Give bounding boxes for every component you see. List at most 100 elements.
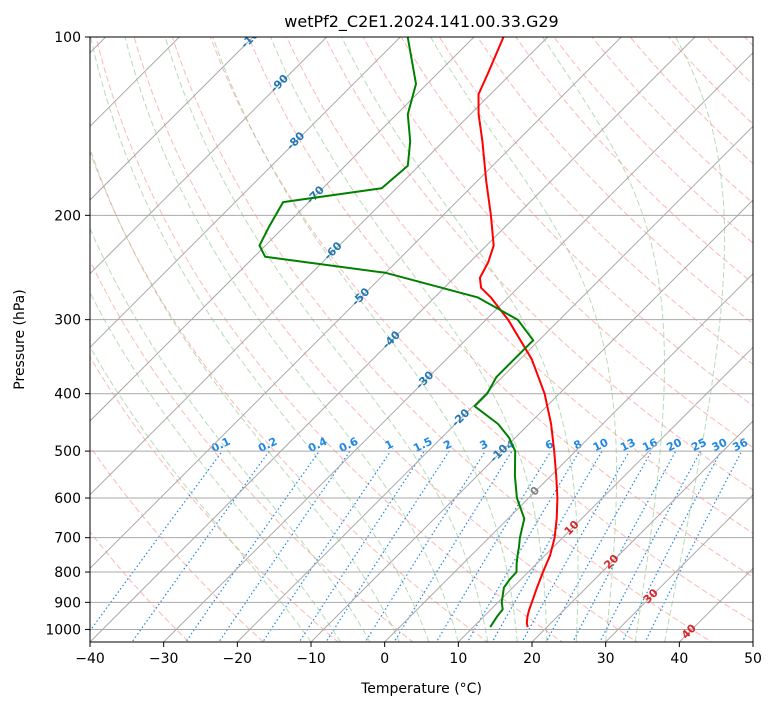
y-tick-label: 600 — [54, 491, 81, 507]
dry-adiabat — [95, 37, 564, 642]
dry-adiabat — [248, 37, 753, 578]
dry-adiabats — [90, 24, 775, 654]
mixing-ratio-label: 20 — [665, 436, 685, 455]
isotherm-line — [90, 37, 402, 349]
mixing-ratio-line — [131, 450, 270, 642]
isotherm-label: -80 — [284, 129, 307, 152]
y-tick-label: 400 — [54, 387, 81, 403]
moist-adiabat — [664, 37, 726, 642]
dry-adiabat — [90, 150, 489, 642]
isotherm-line — [236, 125, 753, 642]
mixing-ratio-line — [298, 450, 425, 642]
dry-adiabat — [438, 37, 753, 366]
moist-adiabat — [90, 147, 400, 642]
temperature-line — [477, 37, 559, 628]
dry-adiabat — [286, 37, 753, 534]
dry-adiabat — [171, 37, 713, 642]
dry-adiabat — [400, 37, 753, 407]
y-tick-label: 1000 — [45, 622, 81, 638]
dry-adiabat — [744, 37, 753, 47]
moist-adiabats — [90, 37, 726, 642]
isotherm-line — [90, 37, 696, 642]
isotherm-line — [90, 37, 549, 496]
moist-adiabat — [164, 37, 489, 642]
isotherm-line — [310, 199, 753, 642]
dry-adiabat — [133, 37, 638, 642]
isotherm-label: 10 — [562, 518, 582, 538]
dry-adiabat — [90, 259, 414, 642]
dry-adiabat — [362, 37, 753, 449]
mixing-ratio-line — [90, 450, 223, 632]
moist-adiabat — [90, 291, 341, 642]
moist-adiabat — [430, 37, 617, 642]
isotherm-line — [678, 567, 753, 642]
x-tick-label: 0 — [380, 651, 389, 667]
mixing-ratio-line — [466, 450, 580, 642]
dry-adiabat — [629, 37, 753, 165]
axes: −40 −30 −20 −10 0 10 20 30 40 50 100 200 300 400 500 60… — [45, 30, 762, 667]
mixing-ratio-label: 3 — [478, 437, 491, 452]
dry-adiabat — [515, 37, 753, 284]
mixing-ratio-line — [491, 450, 603, 642]
dewpoint-line — [258, 37, 535, 628]
isotherm-line — [90, 37, 181, 128]
isotherm-line — [604, 493, 753, 642]
chart-title: wetPf2_C2E1.2024.141.00.33.G29 — [284, 12, 558, 32]
x-tick-label: 10 — [449, 651, 467, 667]
y-tick-label: 100 — [54, 30, 81, 46]
mixing-ratio-line — [621, 450, 722, 642]
mixing-ratio-label: 13 — [618, 436, 637, 454]
plot-frame — [89, 36, 754, 643]
dry-adiabat — [770, 24, 775, 654]
isotherm-line — [90, 37, 328, 275]
mixing-ratio-label: 25 — [689, 436, 708, 454]
x-tick-label: −20 — [223, 651, 253, 667]
mixing-ratio-line — [262, 450, 392, 642]
mixing-ratio-line — [218, 450, 351, 642]
mixing-ratio-line — [435, 450, 552, 642]
mixing-ratio-label: 0.4 — [306, 435, 330, 455]
x-tick-label: 50 — [744, 651, 762, 667]
moist-adiabat — [124, 37, 459, 642]
dry-adiabat — [476, 37, 753, 325]
sounding-series — [258, 37, 559, 628]
moist-adiabat — [90, 37, 430, 642]
isotherm-line — [531, 420, 753, 642]
dry-adiabat — [90, 531, 190, 642]
x-tick-label: 30 — [597, 651, 615, 667]
mixing-ratio-line — [644, 450, 743, 642]
dry-adiabat — [90, 445, 265, 642]
y-tick-label: 500 — [54, 444, 81, 460]
x-tick-label: 40 — [670, 651, 688, 667]
isotherm-label: 40 — [679, 621, 699, 641]
dry-adiabat — [591, 37, 753, 204]
dry-adiabat — [210, 37, 753, 623]
mixing-ratio-label: 1.5 — [411, 435, 434, 455]
y-tick-label: 200 — [54, 208, 81, 224]
moist-adiabat — [212, 37, 518, 642]
y-tick-label: 900 — [54, 595, 81, 611]
dry-adiabat — [667, 37, 753, 125]
isotherm-line — [90, 37, 623, 570]
moist-adiabat — [90, 345, 312, 642]
mixing-ratio-label: 36 — [731, 436, 751, 455]
x-tick-label: −40 — [75, 651, 105, 667]
moist-adiabat — [542, 37, 665, 642]
mixing-ratio-label: 2 — [441, 437, 454, 452]
mixing-ratio-label: 0.2 — [256, 435, 279, 455]
moist-adiabat — [341, 37, 579, 642]
y-tick-label: 800 — [54, 565, 81, 581]
plot-area: 0.1 0.2 0.4 0.6 1 1.5 2 3 4 6 8 10 13 16 20 25 30 36 -100… — [90, 24, 775, 654]
dry-adiabat — [553, 37, 753, 244]
pressure-grid — [90, 37, 753, 630]
isotherm-line — [752, 641, 753, 642]
x-tick-label: 20 — [523, 651, 541, 667]
dry-adiabat — [90, 356, 339, 642]
x-axis-label: Temperature (°C) — [360, 681, 482, 697]
x-tick-label: −10 — [296, 651, 326, 667]
mixing-ratio-label: 0.6 — [337, 435, 361, 455]
dry-adiabat — [705, 37, 753, 86]
mixing-ratio-line — [545, 450, 653, 642]
isotherm-line — [90, 37, 254, 201]
